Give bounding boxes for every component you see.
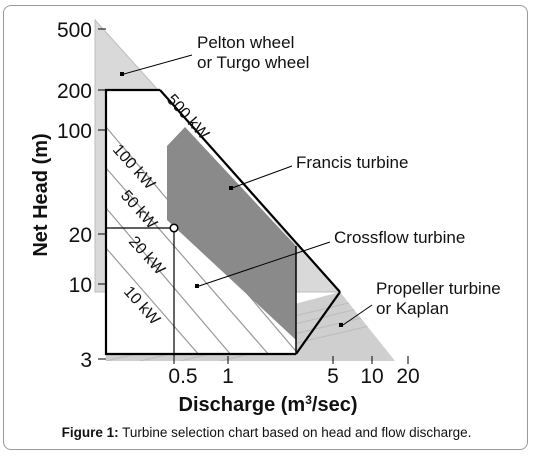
crossflow-outline [104, 88, 296, 356]
ytick-label: 3 [80, 349, 92, 372]
propeller-label-line2: or Kaplan [376, 299, 449, 318]
francis-leader [231, 165, 293, 189]
x-axis: 0.5 1 5 10 20 [168, 356, 420, 388]
caption-text: Turbine selection chart based on head an… [118, 425, 472, 440]
max-head-boundary [159, 89, 341, 293]
power-line-20kw [106, 207, 233, 354]
crossflow-leader-dot [195, 284, 199, 288]
power-line-50kw [106, 167, 271, 354]
francis-label: Francis turbine [296, 153, 408, 172]
pelton-leader-dot [120, 72, 124, 76]
figure-caption: Figure 1: Turbine selection chart based … [0, 425, 533, 440]
xtick-label: 10 [360, 365, 383, 388]
ytick-label: 200 [57, 80, 92, 103]
ytick-label: 10 [69, 274, 92, 297]
xtick-label: 1 [222, 365, 234, 388]
x-axis-title: Discharge (m3/sec) [179, 393, 358, 416]
ytick-label: 100 [57, 120, 92, 143]
y-axis: 500 200 100 20 10 3 [57, 19, 106, 372]
pelton-label-line2: or Turgo wheel [197, 53, 309, 72]
pelton-label: Pelton wheel [197, 33, 294, 52]
propeller-label: Propeller turbine [376, 279, 501, 298]
xtick-label: 20 [396, 365, 419, 388]
propeller-upper-boundary [295, 291, 341, 355]
propeller-leader [342, 304, 373, 326]
ytick-label: 20 [69, 224, 92, 247]
xtick-label: 5 [327, 365, 339, 388]
pelton-leader [123, 54, 193, 75]
francis-region [167, 127, 296, 340]
propeller-leader-dot [339, 323, 343, 327]
turbine-selection-chart: 500 200 100 20 10 3 0.5 1 5 10 20 Net He… [30, 18, 501, 416]
power-line-10kw [106, 247, 201, 354]
francis-leader-dot [229, 186, 233, 190]
crossflow-label: Crossflow turbine [334, 228, 465, 247]
ytick-label: 500 [57, 19, 92, 42]
example-point-marker [169, 223, 179, 233]
xtick-label: 0.5 [168, 365, 197, 388]
y-axis-title: Net Head (m) [30, 133, 52, 256]
crossflow-leader [198, 241, 331, 287]
caption-prefix: Figure 1: [61, 425, 119, 440]
